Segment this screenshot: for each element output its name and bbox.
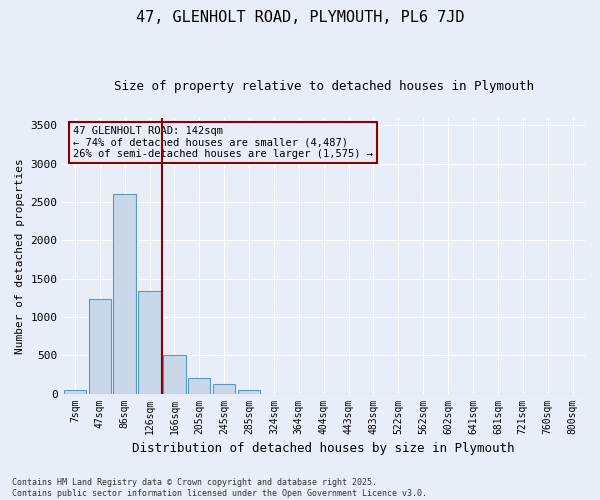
Bar	[213, 384, 235, 394]
Bar	[89, 300, 111, 394]
X-axis label: Distribution of detached houses by size in Plymouth: Distribution of detached houses by size …	[133, 442, 515, 455]
Bar	[113, 194, 136, 394]
Bar	[139, 291, 161, 394]
Y-axis label: Number of detached properties: Number of detached properties	[15, 158, 25, 354]
Bar	[238, 390, 260, 394]
Text: 47, GLENHOLT ROAD, PLYMOUTH, PL6 7JD: 47, GLENHOLT ROAD, PLYMOUTH, PL6 7JD	[136, 10, 464, 25]
Bar	[163, 356, 185, 394]
Text: 47 GLENHOLT ROAD: 142sqm
← 74% of detached houses are smaller (4,487)
26% of sem: 47 GLENHOLT ROAD: 142sqm ← 74% of detach…	[73, 126, 373, 160]
Title: Size of property relative to detached houses in Plymouth: Size of property relative to detached ho…	[114, 80, 534, 93]
Text: Contains HM Land Registry data © Crown copyright and database right 2025.
Contai: Contains HM Land Registry data © Crown c…	[12, 478, 427, 498]
Bar	[188, 378, 211, 394]
Bar	[64, 390, 86, 394]
